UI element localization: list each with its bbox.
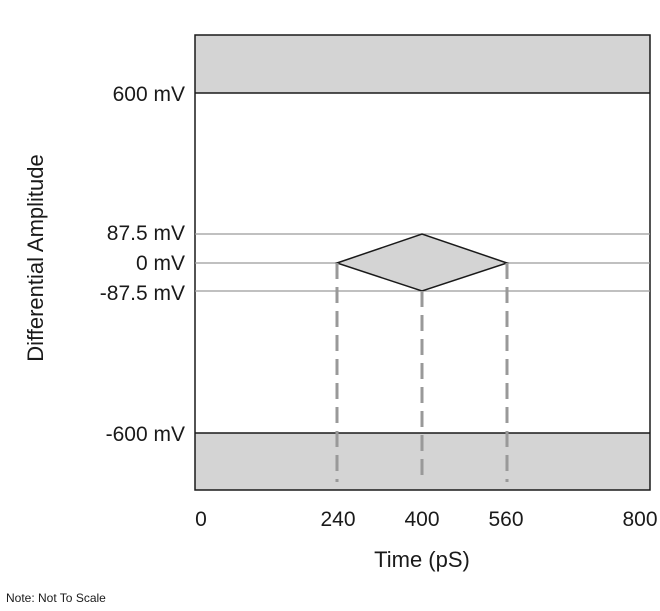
- y-label-minus-87-5mv: -87.5 mV: [100, 282, 185, 305]
- x-label-800: 800: [622, 508, 657, 531]
- y-label-minus-600mv: -600 mV: [106, 423, 185, 446]
- eye-opening-diamond: [337, 234, 507, 291]
- not-to-scale-note: Note: Not To Scale: [6, 591, 106, 605]
- x-label-240: 240: [320, 508, 355, 531]
- x-label-0: 0: [195, 508, 207, 531]
- y-label-0mv: 0 mV: [136, 252, 185, 275]
- y-axis-title: Differential Amplitude: [23, 154, 48, 362]
- upper-exclusion-region: [195, 35, 650, 93]
- x-label-400: 400: [404, 508, 439, 531]
- x-axis-title: Time (pS): [374, 547, 470, 572]
- y-label-87-5mv: 87.5 mV: [107, 222, 185, 245]
- y-label-600mv: 600 mV: [113, 83, 185, 106]
- x-label-560: 560: [488, 508, 523, 531]
